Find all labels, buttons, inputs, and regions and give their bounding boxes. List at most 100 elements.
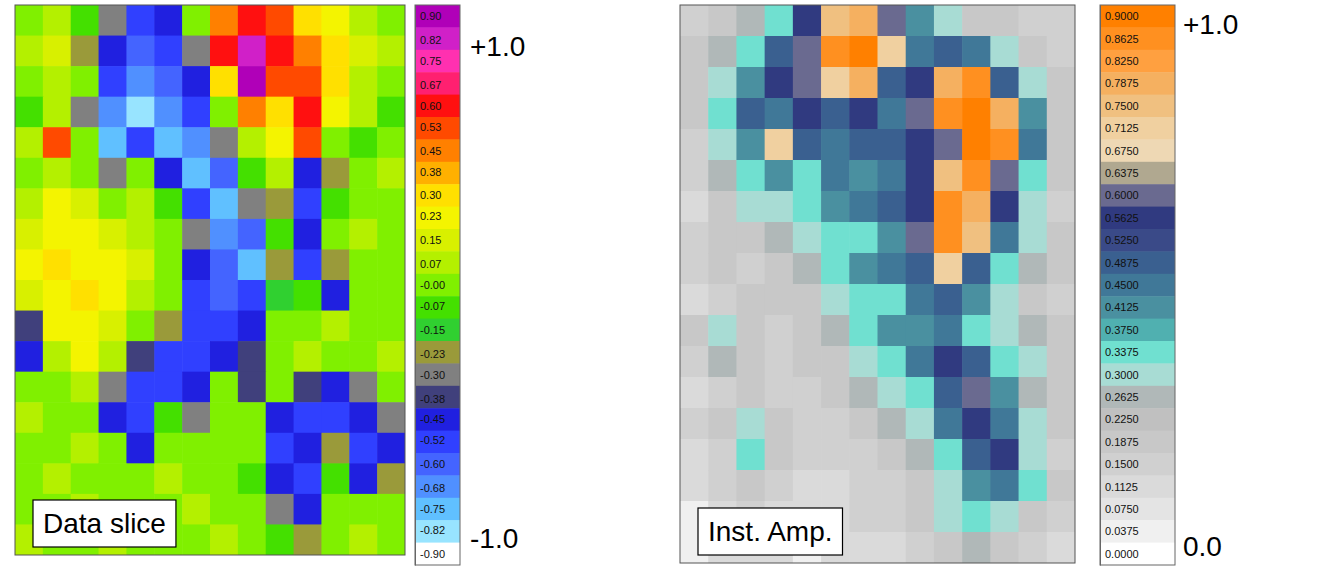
heatmap-cell <box>294 127 322 158</box>
heatmap-cell <box>377 219 405 250</box>
heatmap-cell <box>266 188 294 219</box>
heatmap-cell <box>906 532 935 563</box>
colorbar <box>1100 5 1175 566</box>
heatmap-cell <box>182 158 210 189</box>
colorbar-band <box>415 251 460 274</box>
heatmap-cell <box>1047 191 1075 223</box>
heatmap-cell <box>377 249 405 280</box>
heatmap-cell <box>708 98 737 130</box>
heatmap-cell <box>990 284 1019 316</box>
heatmap-cell <box>71 402 99 433</box>
heatmap-cell <box>962 284 991 316</box>
colorbar-band <box>415 363 460 386</box>
colorbar-band <box>1100 27 1175 50</box>
tick-label: 0.1500 <box>1105 458 1139 470</box>
heatmap-cell <box>736 5 765 37</box>
colorbar-band <box>415 498 460 521</box>
heatmap-cell <box>849 470 878 502</box>
heatmap-cell <box>99 311 127 342</box>
heatmap-cell <box>294 433 322 464</box>
heatmap-cell <box>321 219 349 250</box>
heatmap-cell <box>154 158 182 189</box>
tick: -0.75 <box>415 503 445 515</box>
tick-label: 0.5250 <box>1105 234 1139 246</box>
heatmap-cell <box>377 36 405 67</box>
heatmap-cell <box>71 158 99 189</box>
heatmap-cell <box>906 501 935 533</box>
heatmap-cell <box>266 311 294 342</box>
heatmap-cell <box>15 249 43 280</box>
heatmap-cell <box>736 222 765 254</box>
tick: 0.75 <box>415 55 441 67</box>
heatmap-cell <box>736 160 765 192</box>
heatmap-cell <box>182 372 210 403</box>
heatmap-cell <box>708 5 737 37</box>
tick-label: 0.2625 <box>1105 391 1139 403</box>
tick: 0.6750 <box>1100 145 1139 157</box>
heatmap-cell <box>680 129 709 161</box>
tick-label: 0.7125 <box>1105 122 1139 134</box>
heatmap-cell <box>377 433 405 464</box>
title: Data slice <box>43 508 166 539</box>
annotations: +1.00.0 <box>1183 9 1238 562</box>
heatmap-cell <box>1019 67 1048 99</box>
colorbar-band <box>415 453 460 476</box>
tick: 0.8625 <box>1100 33 1139 45</box>
heatmap-cell <box>71 372 99 403</box>
heatmap-cell <box>126 219 154 250</box>
colorbar-band <box>415 162 460 185</box>
heatmap-cell <box>849 284 878 316</box>
heatmap-cell <box>962 532 991 563</box>
colorbar <box>415 5 460 566</box>
tick-label: 0.6750 <box>1105 145 1139 157</box>
heatmap-cell <box>238 219 266 250</box>
heatmap-cell <box>821 377 850 409</box>
map-frame <box>15 5 405 555</box>
heatmap-cell <box>906 129 935 161</box>
heatmap-cell <box>934 253 963 285</box>
tick-label: -0.90 <box>420 548 445 560</box>
colorbar-band <box>1100 520 1175 543</box>
heatmap-cell <box>266 219 294 250</box>
heatmap-cell <box>15 463 43 494</box>
tick: 0.0000 <box>1100 548 1139 560</box>
tick-label: 0.0000 <box>1105 548 1139 560</box>
colorbar-band <box>1100 319 1175 342</box>
heatmap-cell <box>377 127 405 158</box>
heatmap-cell <box>126 249 154 280</box>
heatmap-cell <box>708 377 737 409</box>
heatmap-cell <box>990 98 1019 130</box>
heatmap-cell <box>321 5 349 36</box>
heatmap-cell <box>708 67 737 99</box>
heatmap-cell <box>878 36 907 68</box>
heatmap-cell <box>849 532 878 563</box>
heatmap-cell <box>934 439 963 471</box>
title-background <box>33 500 176 547</box>
tick: -0.68 <box>415 482 445 494</box>
colorbar-band <box>415 543 460 566</box>
heatmap-cell <box>680 439 709 471</box>
heatmap-cell <box>238 463 266 494</box>
heatmap-cell <box>43 97 71 128</box>
heatmap-cell <box>1047 470 1075 502</box>
heatmap-cell <box>765 253 794 285</box>
heatmap-cell <box>43 158 71 189</box>
heatmap-cell <box>266 280 294 311</box>
heatmap-cell <box>126 158 154 189</box>
heatmap-cell <box>680 284 709 316</box>
heatmap-cell <box>154 463 182 494</box>
heatmap-cell <box>238 97 266 128</box>
tick: 0.6000 <box>1100 189 1139 201</box>
heatmap-cell <box>182 127 210 158</box>
heatmap-cell <box>680 5 709 37</box>
heatmap-cell <box>238 433 266 464</box>
heatmap-cell <box>821 5 850 37</box>
tick-label: 0.6375 <box>1105 167 1139 179</box>
heatmap-cell <box>849 408 878 440</box>
heatmap-cell <box>182 433 210 464</box>
tick: 0.0375 <box>1100 525 1139 537</box>
heatmap-cell <box>793 129 822 161</box>
heatmap-cell <box>990 408 1019 440</box>
heatmap-cell <box>1019 129 1048 161</box>
tick: 0.1125 <box>1100 481 1138 493</box>
